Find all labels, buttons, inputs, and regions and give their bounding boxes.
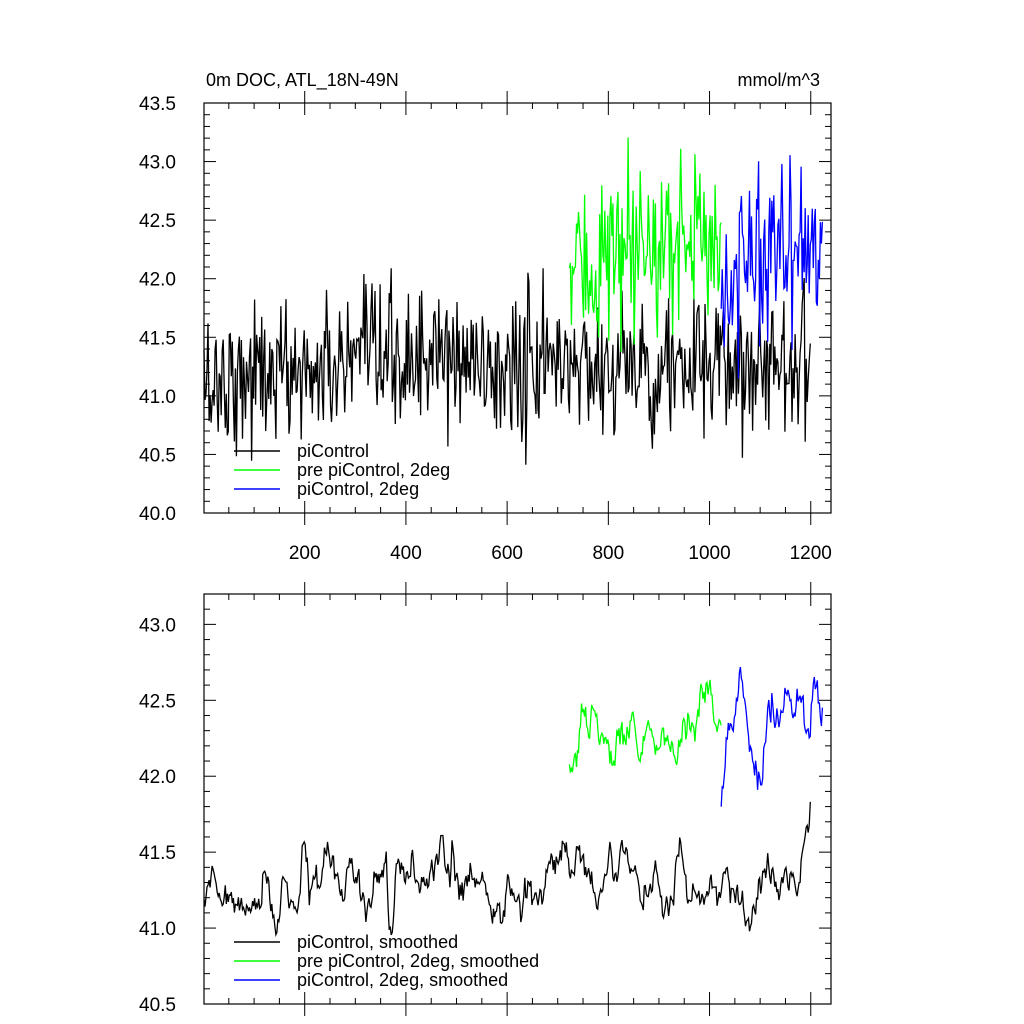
- bottom-panel-ticks: 40.5 41.0 41.5 42.0 42.5 43.0: [139, 582, 831, 1016]
- legend-label: piControl: [297, 441, 369, 461]
- y-tick-label: 42.5: [139, 211, 176, 232]
- legend-label: pre piControl, 2deg, smoothed: [297, 951, 539, 971]
- series-line: [203, 268, 811, 465]
- y-tick-label: 42.0: [139, 270, 176, 291]
- y-tick-label: 41.5: [139, 843, 176, 864]
- series-line: [203, 801, 811, 938]
- series-line: [720, 666, 824, 807]
- x-tick-label: 200: [289, 543, 321, 564]
- y-tick-label: 40.5: [139, 445, 176, 466]
- legend-label: piControl, 2deg: [297, 479, 419, 499]
- top-panel-lines: [203, 137, 824, 465]
- y-tick-label: 40.0: [139, 504, 176, 525]
- top-panel-units: mmol/m^3: [738, 70, 820, 90]
- bottom-panel-lines: [203, 666, 824, 938]
- y-tick-label: 43.5: [139, 94, 176, 115]
- x-tick-label: 400: [390, 543, 422, 564]
- y-tick-label: 41.0: [139, 387, 176, 408]
- series-line: [720, 155, 824, 379]
- y-tick-label: 41.0: [139, 919, 176, 940]
- bottom-panel-frame: [203, 593, 832, 1005]
- y-tick-label: 42.0: [139, 767, 176, 788]
- x-tick-label: 800: [592, 543, 624, 564]
- x-tick-label: 1200: [790, 543, 832, 564]
- y-tick-label: 40.5: [139, 995, 176, 1016]
- y-tick-label: 41.5: [139, 328, 176, 349]
- bottom-panel: 40.5 41.0 41.5 42.0 42.5 43.0 piControl, smoo…: [139, 582, 832, 1016]
- top-panel-frame: [203, 102, 832, 514]
- top-panel-title: 0m DOC, ATL_18N-49N: [206, 70, 399, 91]
- legend-label: piControl, smoothed: [297, 932, 458, 952]
- series-line: [568, 137, 722, 352]
- x-tick-label: 600: [491, 543, 523, 564]
- legend-label: pre piControl, 2deg: [297, 460, 450, 480]
- y-tick-label: 43.0: [139, 615, 176, 636]
- y-tick-label: 43.0: [139, 153, 176, 174]
- top-panel-ticks: 40.0 40.5 41.0 41.5 42.0 42.5 43.0 43.5 200 400 60…: [139, 91, 832, 564]
- x-tick-label: 1000: [688, 543, 730, 564]
- top-panel: 0m DOC, ATL_18N-49N mmol/m^3 40.0 40.5 41.…: [139, 70, 832, 564]
- legend-label: piControl, 2deg, smoothed: [297, 970, 508, 990]
- series-line: [568, 679, 722, 773]
- y-tick-label: 42.5: [139, 691, 176, 712]
